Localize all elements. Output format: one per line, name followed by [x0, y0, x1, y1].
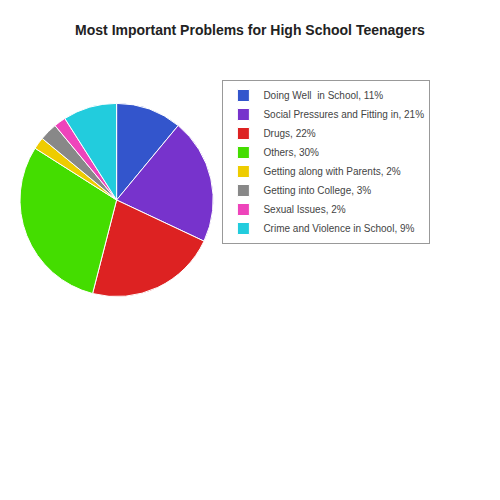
- svg-text:Getting along with Parents, 2%: Getting along with Parents, 2%: [263, 166, 400, 177]
- svg-text:Social Pressures and Fitting i: Social Pressures and Fitting in, 21%: [263, 109, 424, 120]
- svg-text:Others, 30%: Others, 30%: [263, 147, 319, 158]
- svg-text:Doing Well in School, 11%: Doing Well in School, 11%: [263, 90, 383, 101]
- svg-text:Getting into College, 3%: Getting into College, 3%: [263, 185, 371, 196]
- svg-text:Drugs, 22%: Drugs, 22%: [263, 128, 315, 139]
- svg-text:Most Important Problems for Hi: Most Important Problems for High School …: [75, 22, 425, 38]
- svg-text:Crime and Violence in School,: Crime and Violence in School, 9%: [263, 223, 414, 234]
- svg-text:Sexual Issues, 2%: Sexual Issues, 2%: [263, 204, 345, 215]
